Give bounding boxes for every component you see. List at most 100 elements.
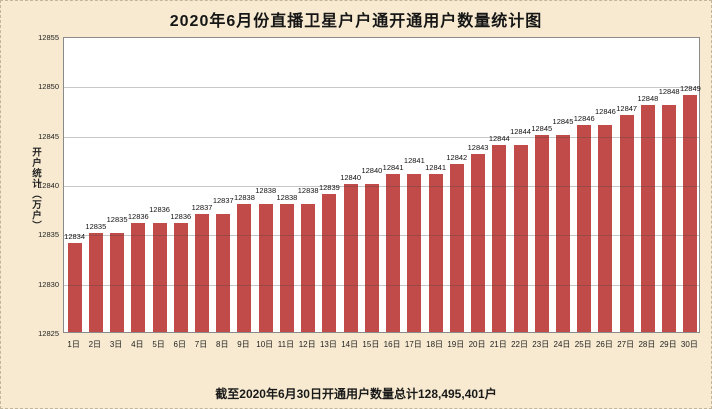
bar-day-29 bbox=[662, 105, 677, 332]
x-tick-label-8: 8日 bbox=[216, 340, 229, 349]
bar-day-30 bbox=[683, 95, 698, 332]
bar-value-label: 12836 bbox=[170, 212, 192, 222]
x-tick-label-13: 13日 bbox=[319, 340, 337, 349]
bar-value-label: 12844 bbox=[510, 126, 531, 136]
bar-value-label: 12849 bbox=[679, 84, 701, 94]
y-tick-label-12850: 12850 bbox=[38, 82, 59, 92]
bar-value-label: 12843 bbox=[467, 143, 489, 153]
y-tick-label-12830: 12830 bbox=[38, 279, 59, 289]
gridline-12850 bbox=[64, 87, 699, 89]
bar-day-28 bbox=[640, 105, 655, 332]
x-tick-label-3: 3日 bbox=[109, 340, 123, 349]
y-tick-label-12840: 12840 bbox=[38, 181, 59, 190]
bar-day-20 bbox=[471, 154, 486, 332]
bar-day-14 bbox=[343, 184, 358, 332]
bar-day-10 bbox=[258, 203, 273, 332]
bar-day-23 bbox=[534, 134, 549, 332]
chart-title: 2020年6月份直播卫星户户通开通用户数量统计图 bbox=[169, 13, 543, 30]
x-tick-label-2: 2日 bbox=[88, 340, 102, 349]
bar-day-27 bbox=[619, 114, 634, 332]
bar-day-7 bbox=[195, 213, 210, 332]
gridline-12840 bbox=[64, 186, 699, 187]
bar-day-12 bbox=[301, 203, 316, 332]
x-tick-label-27: 27日 bbox=[617, 340, 635, 349]
bar-value-label: 12841 bbox=[382, 163, 404, 173]
bar-value-label: 12835 bbox=[85, 222, 107, 232]
x-tick-label-4: 4日 bbox=[131, 340, 144, 349]
bar-value-label: 12838 bbox=[255, 185, 277, 195]
gridline-12830 bbox=[64, 284, 699, 286]
bar-day-9 bbox=[237, 203, 252, 332]
x-tick-label-14: 14日 bbox=[341, 340, 359, 349]
bar-value-label: 12837 bbox=[212, 195, 234, 205]
bar-value-label: 12848 bbox=[658, 87, 680, 97]
y-tick-label-12855: 12855 bbox=[38, 33, 59, 42]
bar-value-label: 12835 bbox=[106, 215, 128, 225]
bar-day-17 bbox=[407, 174, 422, 332]
bar-value-label: 12846 bbox=[573, 113, 595, 123]
bar-day-1 bbox=[67, 243, 82, 332]
bar-day-5 bbox=[152, 223, 167, 332]
x-tick-label-18: 18日 bbox=[426, 340, 444, 349]
bar-day-4 bbox=[131, 223, 146, 332]
x-tick-label-9: 9日 bbox=[237, 340, 250, 349]
x-tick-label-23: 23日 bbox=[532, 340, 550, 349]
x-tick-label-17: 17日 bbox=[404, 340, 422, 349]
x-tick-label-15: 15日 bbox=[362, 340, 380, 349]
bar-day-25 bbox=[577, 124, 592, 332]
x-tick-label-21: 21日 bbox=[489, 340, 507, 349]
bar-day-15 bbox=[364, 184, 379, 332]
bar-value-label: 12847 bbox=[616, 103, 638, 113]
x-tick-label-29: 29日 bbox=[659, 340, 677, 349]
x-tick-label-20: 20日 bbox=[468, 340, 486, 349]
bar-day-16 bbox=[386, 174, 401, 332]
y-tick-label-12825: 12825 bbox=[38, 329, 59, 338]
x-tick-label-7: 7日 bbox=[194, 340, 208, 349]
x-tick-label-5: 5日 bbox=[152, 340, 165, 349]
x-tick-label-25: 25日 bbox=[574, 340, 592, 349]
x-tick-label-19: 19日 bbox=[447, 340, 465, 349]
y-tick-label-12845: 12845 bbox=[38, 131, 59, 141]
bar-day-13 bbox=[322, 193, 337, 332]
bar-value-label: 12836 bbox=[149, 205, 170, 215]
x-tick-label-28: 28日 bbox=[638, 340, 656, 349]
x-tick-label-30: 30日 bbox=[680, 340, 698, 349]
bar-value-label: 12842 bbox=[446, 153, 468, 163]
bar-value-label: 12837 bbox=[191, 202, 213, 212]
bar-value-label: 12841 bbox=[403, 156, 425, 166]
y-axis-title: 开户统计（万户） bbox=[30, 147, 41, 231]
bar-value-label: 12840 bbox=[340, 173, 362, 182]
bar-value-label: 12839 bbox=[318, 182, 340, 192]
x-tick-label-10: 10日 bbox=[256, 340, 274, 349]
x-tick-label-12: 12日 bbox=[298, 340, 316, 349]
bar-value-label: 12841 bbox=[425, 163, 446, 173]
bar-value-label: 12844 bbox=[488, 133, 510, 143]
gridline-12835 bbox=[64, 235, 699, 237]
bar-day-3 bbox=[110, 233, 125, 332]
x-tick-label-22: 22日 bbox=[511, 340, 528, 349]
gridline-12845 bbox=[64, 136, 699, 138]
bar-value-label: 12836 bbox=[127, 212, 149, 222]
x-tick-label-24: 24日 bbox=[553, 340, 571, 349]
bar-value-label: 12838 bbox=[276, 192, 298, 202]
bar-day-21 bbox=[492, 144, 507, 332]
bar-day-2 bbox=[88, 233, 103, 332]
bar-value-label: 12846 bbox=[595, 106, 616, 116]
x-tick-label-26: 26日 bbox=[595, 340, 613, 349]
bar-day-11 bbox=[279, 203, 294, 332]
x-tick-label-6: 6日 bbox=[173, 340, 186, 349]
bar-day-6 bbox=[173, 223, 188, 332]
bar-value-label: 12838 bbox=[234, 192, 255, 202]
x-tick-label-11: 11日 bbox=[277, 340, 295, 349]
bar-value-label: 12840 bbox=[361, 166, 383, 175]
bar-day-8 bbox=[216, 213, 231, 332]
bar-day-19 bbox=[449, 164, 464, 332]
bar-day-26 bbox=[598, 124, 613, 332]
x-tick-label-1: 1日 bbox=[67, 340, 80, 349]
bar-day-22 bbox=[513, 144, 528, 332]
plot-area: 12834 12835 12835 12836 12836 12836 12837 12837… bbox=[63, 37, 701, 333]
bar-value-label: 12838 bbox=[297, 185, 319, 195]
bar-value-label: 12834 bbox=[64, 232, 86, 242]
x-tick-label-16: 16日 bbox=[383, 340, 401, 349]
